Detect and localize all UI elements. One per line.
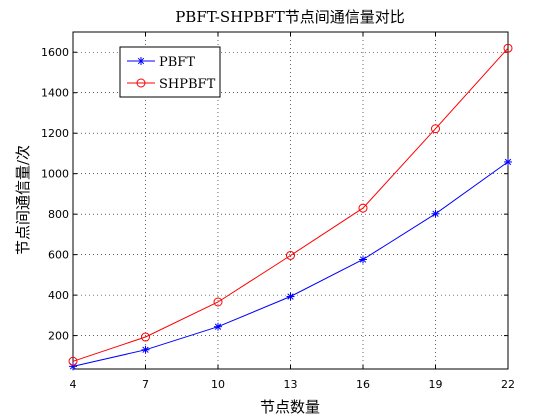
- y-tick-label: 1000: [41, 168, 69, 181]
- asterisk-stroke: [359, 256, 367, 263]
- x-tick-label: 4: [70, 378, 77, 391]
- data-point-shpbft: [503, 43, 513, 53]
- legend-marker-shpbft: [136, 78, 146, 88]
- data-point-shpbft: [431, 124, 440, 134]
- data-point-shpbft: [286, 250, 295, 260]
- asterisk-stroke: [137, 57, 145, 65]
- x-tick-label: 10: [211, 378, 225, 391]
- chart-title: PBFT-SHPBFT节点间通信量对比: [175, 8, 405, 26]
- ticks-layer: 4 7 10 13 16 19 22 200 400 600 800 1000 1200 1400 1600: [41, 32, 515, 391]
- legend-marker-pbft: [137, 57, 145, 65]
- y-tick-label: 600: [48, 249, 69, 262]
- legend-label-shpbft: SHPBFT: [159, 77, 216, 92]
- legend-label-pbft: PBFT: [159, 55, 195, 70]
- x-tick-label: 22: [501, 378, 515, 391]
- series-line-shpbft: [72, 47, 509, 362]
- data-point-pbft: [504, 157, 512, 166]
- data-point-pbft: [141, 345, 150, 354]
- x-axis-label: 节点数量: [260, 398, 320, 416]
- x-tick-label: 16: [356, 378, 370, 391]
- legend-box: [119, 46, 221, 98]
- data-point-pbft: [286, 292, 295, 301]
- x-tick-label: 7: [142, 378, 149, 391]
- asterisk-stroke: [504, 158, 512, 166]
- x-tick-label: 13: [284, 378, 298, 391]
- data-point-shpbft: [358, 203, 368, 213]
- asterisk-stroke: [432, 210, 439, 217]
- y-tick-label: 1400: [41, 87, 69, 100]
- data-point-shpbft: [141, 332, 150, 342]
- y-tick-label: 800: [48, 208, 69, 221]
- y-tick-label: 1600: [41, 46, 69, 59]
- asterisk-stroke: [214, 323, 222, 330]
- y-axis-label: 节点间通信量/次: [14, 145, 32, 255]
- data-point-pbft: [431, 209, 440, 218]
- data-point-shpbft: [68, 356, 78, 366]
- y-tick-label: 200: [48, 330, 69, 343]
- y-tick-label: 400: [48, 289, 69, 302]
- asterisk-stroke: [142, 346, 149, 353]
- asterisk-stroke: [287, 293, 294, 300]
- data-point-shpbft: [213, 297, 223, 307]
- legend: PBFT SHPBFT: [119, 46, 221, 98]
- legend-asterisk-icon: [137, 57, 145, 65]
- x-tick-label: 19: [429, 378, 443, 391]
- data-point-pbft: [214, 322, 222, 331]
- series-layer: [68, 43, 513, 371]
- data-point-pbft: [359, 255, 367, 264]
- legend-circle-icon: [136, 78, 146, 88]
- y-tick-label: 1200: [41, 127, 69, 140]
